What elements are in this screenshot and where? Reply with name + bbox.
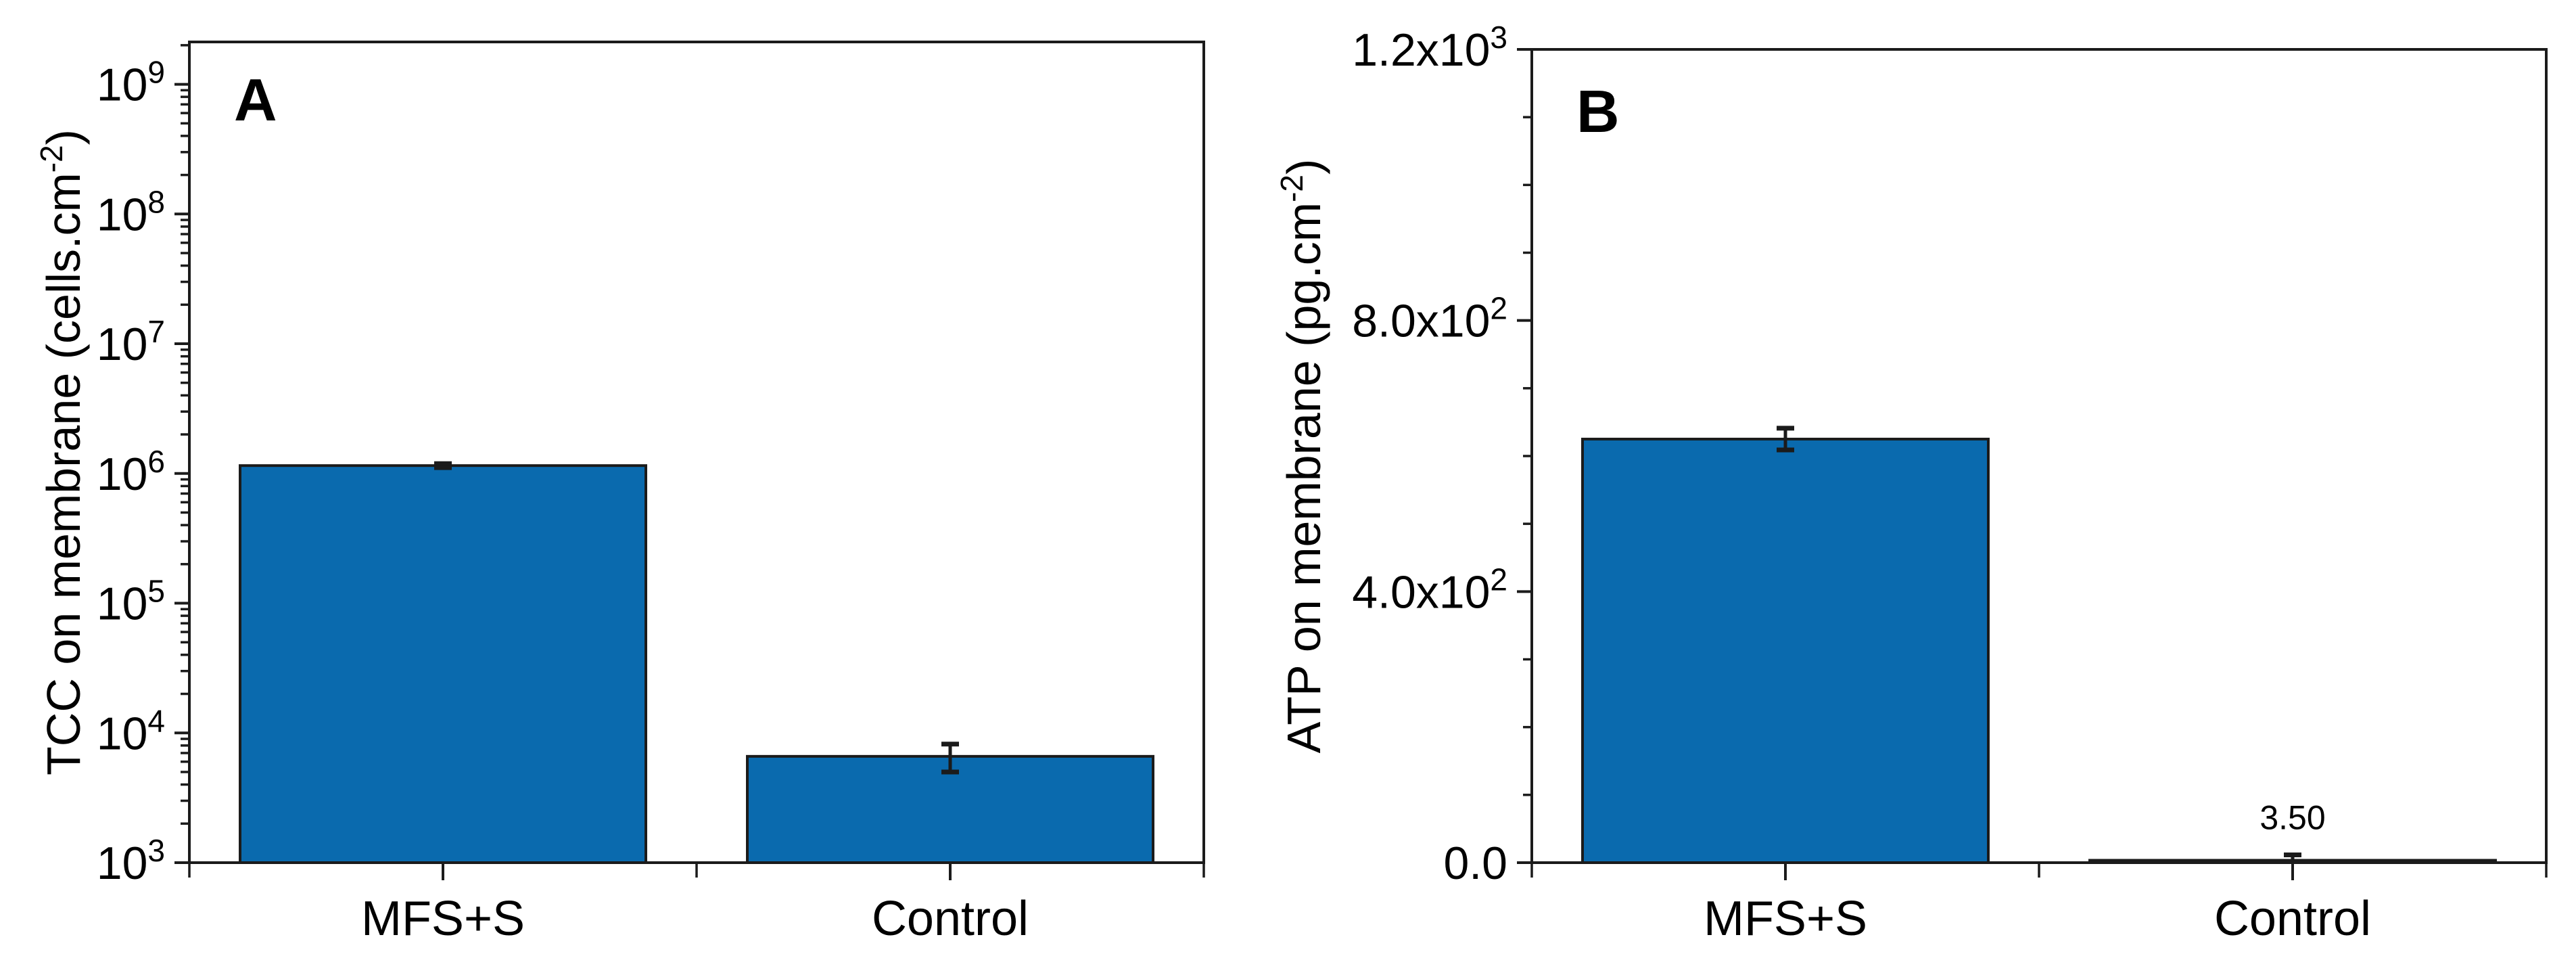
y-tick-label-B: 1.2x103 [1352, 20, 1507, 76]
y-tick-label-B: 0.0 [1443, 838, 1507, 889]
y-tick-label-A: 107 [97, 314, 165, 370]
y-tick-label-B: 8.0x102 [1352, 291, 1507, 347]
y-tick-label-A: 103 [97, 833, 165, 889]
y-tick-label-A: 106 [97, 444, 165, 500]
y-tick-label-A: 109 [97, 55, 165, 111]
y-tick-label-A: 105 [97, 574, 165, 630]
panel-letter-A: A [234, 66, 277, 133]
category-label-A-2: Control [872, 892, 1029, 946]
y-tick-label-A: 108 [97, 184, 165, 240]
bar-B-1 [1581, 437, 1990, 864]
category-label-B-2: Control [2214, 892, 2371, 946]
y-tick-label-B: 4.0x102 [1352, 562, 1507, 618]
y-axis-title-B: ATP on membrane (pg.cm-2) [1274, 159, 1330, 754]
category-label-B-1: MFS+S [1704, 892, 1867, 946]
panel-letter-B: B [1576, 78, 1620, 145]
y-tick-label-A: 104 [97, 703, 165, 759]
category-label-A-1: MFS+S [361, 892, 525, 946]
value-label-B-2: 3.50 [2259, 798, 2325, 836]
y-axis-title-A: TCC on membrane (cells.cm-2) [34, 129, 90, 775]
bar-A-1 [239, 464, 647, 864]
